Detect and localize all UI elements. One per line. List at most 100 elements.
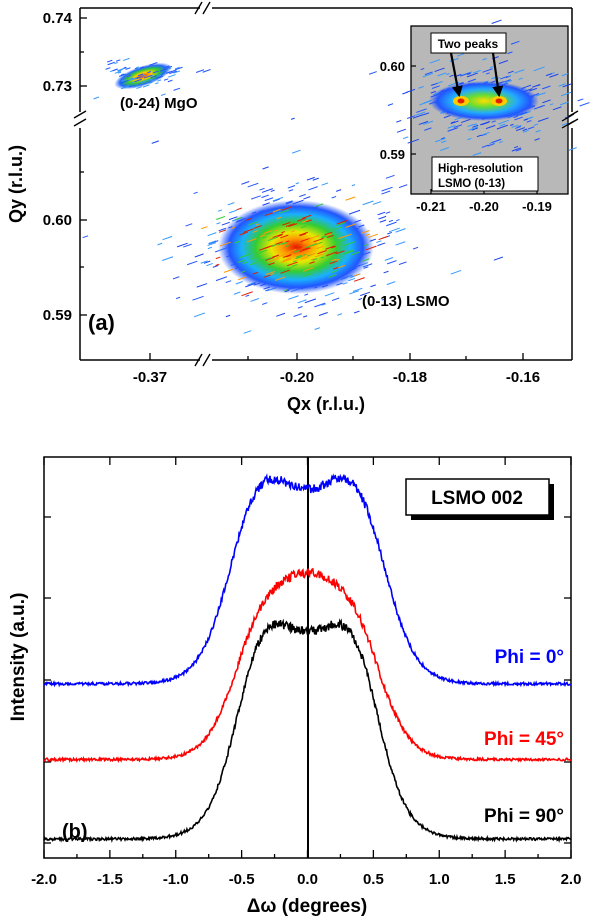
mgo-streak: [149, 81, 153, 84]
mgo-streak: [141, 74, 146, 77]
inset-streak: [467, 72, 472, 76]
a-ytick-3: 0.59: [43, 307, 72, 324]
series-line-0: [43, 473, 572, 688]
lsmo-inner-streak: [314, 203, 324, 208]
lsmo-streak: [243, 330, 252, 334]
lsmo-label-text: LSMO 002: [431, 488, 523, 509]
lsmo-inner-streak: [278, 209, 290, 214]
lsmo-inner-streak: [274, 229, 278, 232]
lsmo-inner-streak: [281, 242, 288, 245]
lsmo-streak: [162, 256, 174, 261]
lsmo-streak: [297, 299, 307, 304]
inset-streak: [491, 138, 502, 144]
lsmo-inner-streak: [238, 259, 246, 263]
lsmo-inner-streak: [276, 216, 282, 220]
inset-streak: [535, 129, 541, 133]
inset-streak: [549, 73, 559, 78]
lsmo-inner-streak: [216, 216, 226, 221]
lsmo-inner-streak: [321, 234, 332, 239]
a-xtick-3: -0.16: [506, 369, 540, 386]
inset-streak: [429, 59, 441, 64]
inset-streak: [511, 124, 519, 128]
inset-streak: [509, 123, 514, 127]
lsmo-inner-streak: [364, 233, 370, 237]
inset-streak: [419, 100, 431, 106]
inset-streak: [456, 53, 465, 57]
mgo-streak: [167, 79, 173, 83]
lsmo-streak: [312, 177, 319, 181]
lsmo-inner-streak: [362, 258, 370, 262]
lsmo-inner-streak: [280, 234, 289, 239]
mgo-streak: [133, 85, 139, 88]
panel-a-ticks: [80, 17, 524, 360]
inset-streak: [491, 19, 502, 24]
lsmo-streak: [381, 298, 386, 301]
lsmo-inner-streak: [345, 196, 356, 201]
lsmo-inner-streak: [219, 241, 231, 247]
lsmo-inner-streak: [286, 266, 292, 270]
mgo-streak: [139, 66, 144, 69]
lsmo-inner-streak: [272, 208, 281, 213]
mgo-streak: [134, 76, 142, 80]
panel-a-frame: [79, 7, 573, 361]
mgo-peak-label: (0-24) MgO: [120, 95, 198, 112]
lsmo-inner-streak: [267, 257, 279, 263]
inset-streak: [424, 71, 433, 76]
inset-streak: [560, 91, 572, 97]
lsmo-inner-streak: [326, 251, 338, 257]
lsmo-streak: [349, 290, 359, 295]
lsmo-inner-streak: [305, 219, 312, 223]
lsmo-streak: [212, 264, 219, 268]
lsmo-inner-streak: [292, 260, 297, 263]
lsmo-inner-streak: [278, 242, 285, 246]
mgo-streak: [129, 77, 134, 80]
lsmo-inner-streak: [248, 221, 259, 226]
mgo-streak: [131, 81, 135, 84]
lsmo-inner-streak: [241, 291, 253, 297]
inset-streak: [537, 117, 549, 122]
mgo-streak: [202, 69, 211, 73]
mgo-streak: [167, 74, 176, 78]
mgo-streak: [175, 66, 183, 71]
lsmo-streak: [314, 327, 321, 331]
lsmo-streak: [304, 293, 309, 296]
mgo-streak: [174, 66, 180, 70]
inset-streak: [496, 124, 508, 130]
lsmo-streak: [386, 221, 397, 227]
lsmo-streak: [358, 297, 363, 301]
inset-streak: [406, 115, 416, 119]
mgo-streak: [159, 68, 168, 72]
inset-streak: [516, 127, 526, 132]
lsmo-streak: [261, 188, 274, 193]
lsmo-inner-streak: [300, 225, 307, 229]
lsmo-inner-streak: [309, 261, 315, 264]
inset-streak: [450, 120, 459, 125]
lsmo-streak: [200, 260, 208, 264]
lsmo-inner-streak: [276, 253, 288, 259]
inset-streak: [406, 88, 416, 93]
lsmo-inner-streak: [288, 223, 298, 228]
lsmo-streak: [82, 235, 89, 239]
inset-streak: [473, 69, 482, 74]
lsmo-streak: [228, 209, 238, 214]
lsmo-inner-streak: [263, 230, 272, 235]
lsmo-streak: [450, 269, 462, 275]
lsmo-streak: [193, 312, 206, 318]
lsmo-inner-streak: [363, 243, 369, 247]
lsmo-streak: [247, 182, 259, 188]
inset-streak: [396, 128, 407, 133]
inset-streak: [368, 71, 377, 75]
lsmo-streak: [186, 260, 198, 266]
lsmo-inner-streak: [320, 256, 325, 259]
lsmo-streak: [288, 295, 299, 300]
lsmo-streak: [376, 240, 382, 244]
lsmo-inner-streak: [295, 254, 303, 258]
lsmo-streak: [270, 189, 275, 192]
lsmo-inner-streak: [302, 253, 307, 256]
lsmo-inner-streak: [345, 223, 356, 228]
lsmo-streak: [318, 312, 328, 316]
lsmo-inner-streak: [328, 274, 337, 278]
panel-b-series: [43, 473, 572, 844]
lsmo-streak: [386, 281, 396, 286]
lsmo-inner-streak: [239, 253, 251, 258]
